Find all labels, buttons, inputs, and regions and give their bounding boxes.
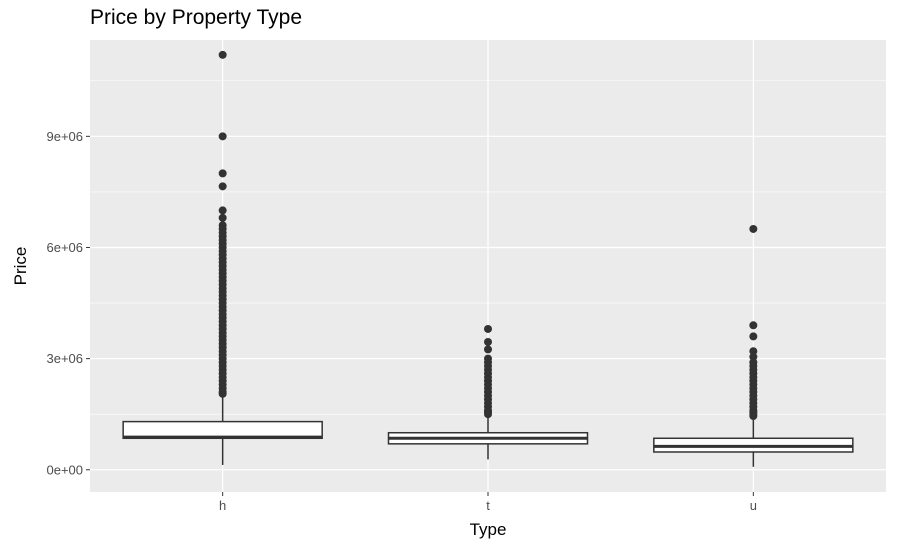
outlier-point — [749, 352, 758, 361]
outlier-point — [218, 50, 227, 59]
outlier-point — [484, 345, 492, 354]
boxplot-series — [122, 50, 854, 467]
x-axis-title: Type — [470, 520, 507, 539]
outlier-point — [749, 347, 758, 356]
x-tick-label: h — [219, 498, 226, 513]
y-tick-label: 3e+06 — [46, 351, 83, 366]
outlier-point — [749, 332, 758, 341]
outlier-point — [749, 224, 758, 233]
outlier-point — [218, 169, 227, 178]
y-tick-label: 9e+06 — [46, 129, 83, 144]
box-h — [122, 50, 323, 465]
chart-title: Price by Property Type — [90, 6, 302, 29]
y-tick-label: 6e+06 — [46, 240, 83, 255]
outlier-point — [484, 337, 492, 346]
x-tick-label: t — [486, 498, 490, 513]
y-tick-label: 0e+00 — [46, 462, 83, 477]
outlier-point — [218, 132, 227, 141]
y-axis-title: Price — [11, 247, 30, 286]
outlier-point — [218, 206, 227, 215]
outlier-point — [218, 389, 227, 398]
x-tick-label: u — [750, 498, 757, 513]
outlier-point — [749, 412, 758, 421]
outlier-point — [484, 324, 492, 333]
y-axis: 0e+00 3e+06 6e+06 9e+06 — [46, 129, 90, 477]
box-u — [653, 224, 854, 467]
outlier-point — [218, 182, 227, 191]
outlier-point — [218, 213, 227, 222]
outlier-point — [749, 321, 758, 330]
box-t — [387, 324, 589, 460]
outlier-point — [484, 410, 492, 419]
